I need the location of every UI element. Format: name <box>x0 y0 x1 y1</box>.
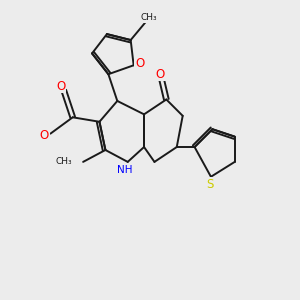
Text: CH₃: CH₃ <box>55 158 72 166</box>
Text: O: O <box>40 129 49 142</box>
Text: CH₃: CH₃ <box>140 13 157 22</box>
Text: S: S <box>206 178 213 191</box>
Text: O: O <box>56 80 65 93</box>
Text: O: O <box>135 57 144 70</box>
Text: NH: NH <box>117 165 133 175</box>
Text: O: O <box>156 68 165 81</box>
